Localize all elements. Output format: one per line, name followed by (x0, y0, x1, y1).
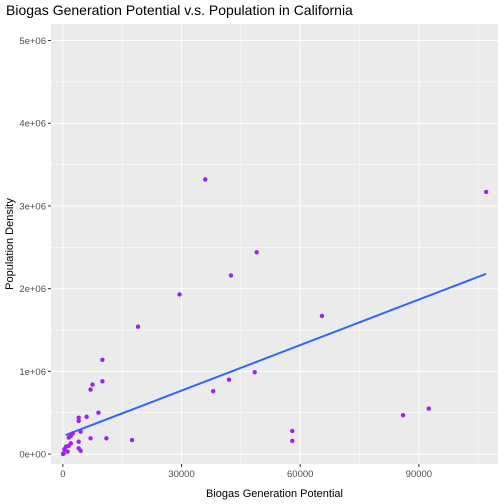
fit-line-group (65, 272, 487, 436)
regression-line (65, 272, 487, 436)
data-point (426, 406, 431, 411)
data-point (203, 177, 208, 182)
data-point (483, 189, 489, 195)
data-point (100, 379, 105, 384)
data-point (65, 449, 70, 454)
y-axis-title: Population Density (4, 198, 16, 290)
y-tick-label: 4e+06 (19, 119, 46, 130)
y-tick-label: 3e+06 (19, 201, 46, 212)
data-points (60, 177, 489, 457)
y-axis: 0e+00 1e+06 2e+06 3e+06 4e+06 5e+06 (19, 36, 51, 461)
data-point (84, 414, 89, 420)
data-point (88, 436, 93, 441)
data-point (104, 436, 109, 441)
data-point (96, 410, 101, 415)
data-point (78, 429, 83, 434)
x-tick-label: 60000 (287, 469, 313, 480)
data-point (319, 313, 325, 319)
data-point (290, 428, 295, 434)
data-point (254, 250, 259, 255)
y-tick-label: 5e+06 (19, 36, 46, 47)
y-tick-label: 1e+06 (19, 367, 46, 378)
data-point (290, 438, 295, 444)
data-point (78, 448, 83, 453)
data-point (210, 389, 216, 394)
data-point (228, 273, 234, 278)
data-point (100, 357, 105, 362)
data-point (76, 439, 81, 444)
x-tick-label: 30000 (168, 469, 194, 480)
data-point (90, 382, 95, 387)
x-axis-title: Biogas Generation Potential (206, 488, 343, 500)
data-point (252, 369, 257, 375)
data-point (60, 451, 66, 457)
data-point (76, 418, 81, 424)
data-point (177, 292, 182, 297)
data-point (129, 437, 135, 443)
x-axis: 0 30000 60000 90000 (60, 464, 432, 480)
y-tick-label: 0e+00 (19, 450, 46, 461)
major-gridlines (51, 24, 498, 464)
chart-title: Biogas Generation Potential v.s. Populat… (6, 2, 353, 18)
x-tick-label: 0 (60, 469, 65, 480)
y-tick-label: 2e+06 (19, 284, 46, 295)
data-point (226, 377, 232, 382)
data-point (76, 415, 81, 420)
data-point (62, 446, 67, 452)
plot-panel (51, 24, 498, 464)
data-point (400, 413, 406, 418)
data-point (135, 324, 141, 329)
data-point (66, 435, 72, 440)
data-point (88, 387, 93, 392)
x-tick-label: 90000 (406, 469, 432, 480)
